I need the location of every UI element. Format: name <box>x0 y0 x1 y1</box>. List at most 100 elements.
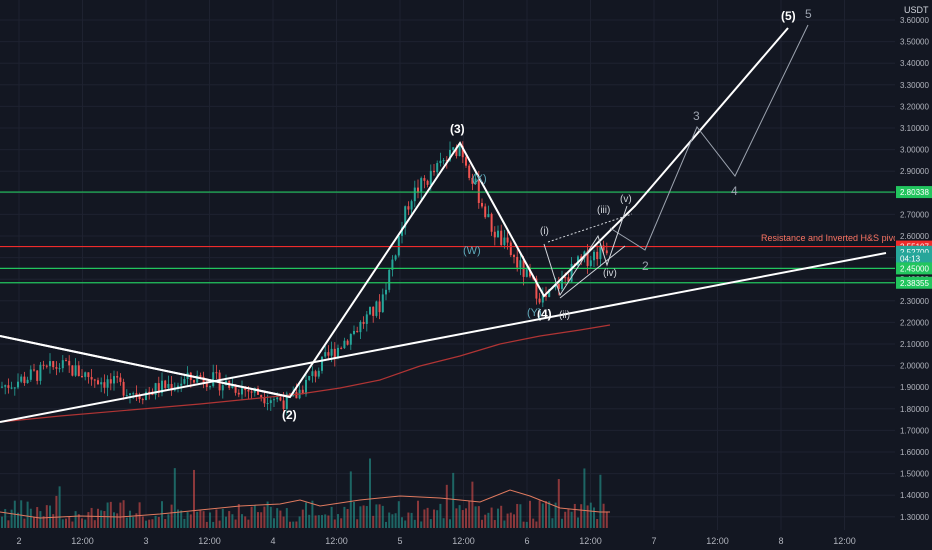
volume-bar <box>23 518 26 528</box>
volume-bar <box>586 505 589 528</box>
candle-body <box>513 255 515 257</box>
volume-bar <box>324 514 327 528</box>
candle-body <box>516 256 519 268</box>
candle-body <box>391 259 394 270</box>
volume-bar <box>65 518 67 528</box>
sub-wave-path <box>543 205 628 297</box>
volume-bar <box>257 512 259 528</box>
candle-body <box>154 383 157 395</box>
volume-bar <box>545 501 547 528</box>
candle-body <box>570 263 573 282</box>
candle-body <box>362 321 365 324</box>
candle-body <box>308 375 311 380</box>
volume-bar <box>506 513 509 528</box>
volume-bar <box>423 509 426 528</box>
volume-bar <box>538 500 541 528</box>
candle-body <box>365 314 368 324</box>
volume-bar <box>164 519 167 528</box>
candle-body <box>442 160 445 162</box>
volume-bar <box>468 500 471 528</box>
candle-body <box>119 377 122 382</box>
candle-body <box>413 187 416 202</box>
volume-bar <box>420 521 423 528</box>
volume-bar <box>516 503 519 528</box>
volume-bar <box>493 520 496 528</box>
volume-bar <box>381 505 384 528</box>
candle-body <box>109 379 112 384</box>
volume-bar <box>77 514 80 528</box>
volume-bar <box>289 521 291 528</box>
volume-bar <box>503 520 506 528</box>
candle-body <box>7 385 10 388</box>
volume-bar <box>314 515 317 528</box>
volume-bar <box>292 521 295 528</box>
candle-body <box>407 206 410 210</box>
price-tag-label: 2.45000 <box>900 264 929 273</box>
candle-body <box>113 376 115 384</box>
candle-body <box>401 227 403 236</box>
corrective-label-x: (X) <box>472 173 487 185</box>
price-tag-label: 2.80338 <box>900 188 929 197</box>
wave-labels: (2) (3) (4) (5) 5 3 4 2 (i) (ii) (iii) (… <box>282 7 901 422</box>
volume-bar <box>321 515 323 528</box>
candle-body <box>477 178 480 203</box>
candle-body <box>260 394 263 398</box>
candle-body <box>247 390 250 392</box>
volume-moving-average <box>0 489 610 519</box>
volume-bar <box>84 519 87 528</box>
projection-label-2: 2 <box>642 259 649 273</box>
candle-body <box>279 397 282 401</box>
x-tick-label: 7 <box>651 536 656 546</box>
volume-bar <box>119 502 122 528</box>
volume-bar <box>167 514 170 528</box>
volume-bar <box>455 508 458 528</box>
volume-bar <box>340 518 343 528</box>
candle-body <box>29 369 32 380</box>
candle-body <box>84 372 87 377</box>
volume-bar <box>81 518 83 528</box>
volume-bar <box>449 519 451 528</box>
volume-bar <box>273 518 275 528</box>
candle-body <box>541 295 544 303</box>
volume-bar <box>39 511 42 528</box>
candle-body <box>356 330 359 333</box>
y-tick-label: 2.70000 <box>900 210 929 219</box>
wave-label-2: (2) <box>282 408 297 422</box>
volume-bar <box>535 521 538 528</box>
volume-bar <box>33 517 35 528</box>
candle-body <box>167 383 170 388</box>
volume-bar <box>276 508 279 528</box>
volume-bar <box>349 471 352 528</box>
volume-bar <box>477 506 480 528</box>
candle-body <box>410 201 413 210</box>
candle-body <box>20 376 23 382</box>
volume-bar <box>551 518 554 528</box>
candle-body <box>65 360 67 362</box>
candle-body <box>605 250 608 254</box>
volume-bar <box>183 518 186 528</box>
volume-bar <box>205 521 208 528</box>
candle-body <box>471 177 474 184</box>
candle-body <box>71 365 74 376</box>
x-tick-label: 2 <box>16 536 21 546</box>
volume-bar <box>253 505 256 528</box>
volume-bar <box>225 516 227 528</box>
x-tick-label: 12:00 <box>198 536 221 546</box>
falling-trendline <box>0 335 291 398</box>
volume-bar <box>541 503 544 528</box>
volume-bar <box>180 510 183 528</box>
volume-bar <box>532 518 535 528</box>
x-tick-label: 12:00 <box>833 536 856 546</box>
volume-bar <box>68 516 71 528</box>
volume-bar <box>311 500 314 528</box>
volume-bar <box>583 468 586 528</box>
price-tag <box>896 262 932 275</box>
candle-body <box>205 382 208 387</box>
volume-bar <box>71 521 74 528</box>
volume-bar <box>90 507 93 528</box>
candles <box>1 141 608 416</box>
candle-body <box>394 255 397 260</box>
volume-bar <box>343 506 346 528</box>
